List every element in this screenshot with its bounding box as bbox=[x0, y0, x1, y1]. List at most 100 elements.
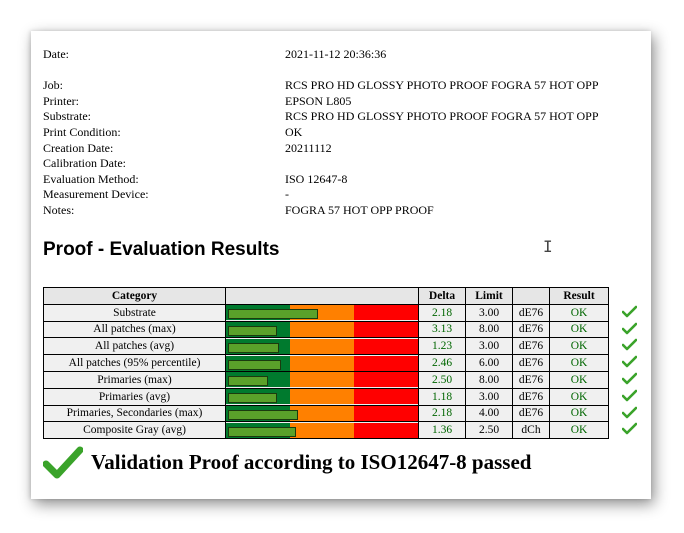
checkmark-icon bbox=[621, 303, 637, 320]
row-limit: 4.00 bbox=[465, 404, 513, 423]
row-category: Primaries, Secondaries (max) bbox=[43, 404, 226, 423]
header-gauge bbox=[225, 287, 419, 305]
table-row: All patches (avg) 1.23 3.00 dE76 OK bbox=[43, 337, 609, 356]
checkmark-icon bbox=[621, 337, 637, 354]
row-category: All patches (avg) bbox=[43, 337, 226, 356]
row-gauge bbox=[225, 303, 419, 322]
checkmark-icon bbox=[621, 353, 637, 370]
validation-verdict: Validation Proof according to ISO12647-8… bbox=[91, 450, 532, 474]
meta-label: Substrate: bbox=[43, 109, 91, 124]
meta-value: RCS PRO HD GLOSSY PHOTO PROOF FOGRA 57 H… bbox=[285, 78, 599, 93]
row-gauge bbox=[225, 387, 419, 406]
table-row: All patches (95% percentile) 2.46 6.00 d… bbox=[43, 354, 609, 372]
meta-label: Creation Date: bbox=[43, 140, 114, 155]
gauge-fill bbox=[228, 426, 296, 437]
meta-label: Print Condition: bbox=[43, 124, 121, 139]
deviation-gauge bbox=[226, 372, 418, 388]
meta-value: ISO 12647-8 bbox=[285, 171, 348, 186]
row-result: OK bbox=[549, 354, 609, 372]
gauge-fill bbox=[228, 409, 298, 420]
table-row: Primaries (avg) 1.18 3.00 dE76 OK bbox=[43, 387, 609, 406]
header-category: Category bbox=[43, 287, 226, 305]
meta-label: Calibration Date: bbox=[43, 156, 126, 171]
meta-label: Printer: bbox=[43, 93, 79, 108]
row-result: OK bbox=[549, 303, 609, 322]
header-unit bbox=[512, 287, 550, 305]
header-result: Result bbox=[549, 287, 609, 305]
row-unit: dE76 bbox=[512, 370, 550, 389]
text-cursor-icon: I bbox=[543, 237, 553, 256]
meta-label: Notes: bbox=[43, 202, 75, 217]
row-unit: dCh bbox=[512, 421, 550, 440]
checkmark-icon bbox=[621, 320, 637, 337]
row-gauge bbox=[225, 421, 419, 440]
row-unit: dE76 bbox=[512, 320, 550, 339]
row-result: OK bbox=[549, 320, 609, 339]
meta-label: Job: bbox=[43, 78, 64, 93]
row-unit: dE76 bbox=[512, 337, 550, 356]
gauge-fill bbox=[228, 342, 279, 353]
deviation-gauge bbox=[226, 338, 418, 354]
gauge-fill bbox=[228, 325, 277, 336]
row-result: OK bbox=[549, 387, 609, 406]
row-gauge bbox=[225, 370, 419, 389]
gauge-fill bbox=[228, 393, 277, 404]
row-gauge bbox=[225, 404, 419, 423]
deviation-gauge bbox=[226, 305, 418, 321]
gauge-fill bbox=[228, 376, 268, 387]
row-unit: dE76 bbox=[512, 404, 550, 423]
table-row: All patches (max) 3.13 8.00 dE76 OK bbox=[43, 320, 609, 339]
row-category: Composite Gray (avg) bbox=[43, 421, 226, 440]
row-delta: 2.46 bbox=[418, 354, 466, 372]
deviation-gauge bbox=[226, 422, 418, 438]
meta-label: Evaluation Method: bbox=[43, 171, 139, 186]
gauge-fill bbox=[228, 309, 318, 320]
meta-value: RCS PRO HD GLOSSY PHOTO PROOF FOGRA 57 H… bbox=[285, 109, 599, 124]
meta-value: FOGRA 57 HOT OPP PROOF bbox=[285, 202, 434, 217]
gauge-fill bbox=[228, 359, 281, 370]
table-row: Composite Gray (avg) 1.36 2.50 dCh OK bbox=[43, 421, 609, 440]
deviation-gauge bbox=[226, 405, 418, 421]
results-table: Category Delta Limit Result Substrate 2.… bbox=[43, 287, 609, 440]
meta-value: OK bbox=[285, 124, 303, 139]
meta-label: Date: bbox=[43, 47, 69, 61]
row-gauge bbox=[225, 320, 419, 339]
row-result: OK bbox=[549, 421, 609, 440]
row-gauge bbox=[225, 337, 419, 356]
section-title: Proof - Evaluation Results bbox=[43, 239, 280, 260]
meta-value: EPSON L805 bbox=[285, 93, 352, 108]
checkmark-icon bbox=[42, 446, 84, 485]
row-limit: 3.00 bbox=[465, 387, 513, 406]
row-checkmarks bbox=[621, 303, 637, 437]
row-result: OK bbox=[549, 337, 609, 356]
report-page: Date: 2021-11-12 20:36:36 Job: RCS PRO HD … bbox=[31, 31, 651, 499]
row-gauge bbox=[225, 354, 419, 372]
deviation-gauge bbox=[226, 355, 418, 371]
row-category: Primaries (max) bbox=[43, 370, 226, 389]
row-category: Primaries (avg) bbox=[43, 387, 226, 406]
row-limit: 6.00 bbox=[465, 354, 513, 372]
header-limit: Limit bbox=[465, 287, 513, 305]
row-delta: 2.18 bbox=[418, 404, 466, 423]
meta-value: 2021-11-12 20:36:36 bbox=[285, 47, 387, 61]
row-limit: 8.00 bbox=[465, 320, 513, 339]
header-delta: Delta bbox=[418, 287, 466, 305]
row-limit: 3.00 bbox=[465, 337, 513, 356]
row-delta: 1.23 bbox=[418, 337, 466, 356]
table-row: Primaries (max) 2.50 8.00 dE76 OK bbox=[43, 370, 609, 389]
row-delta: 2.50 bbox=[418, 370, 466, 389]
row-category: All patches (max) bbox=[43, 320, 226, 339]
row-result: OK bbox=[549, 370, 609, 389]
row-limit: 3.00 bbox=[465, 303, 513, 322]
table-header-row: Category Delta Limit Result bbox=[43, 287, 609, 305]
row-limit: 2.50 bbox=[465, 421, 513, 440]
row-limit: 8.00 bbox=[465, 370, 513, 389]
checkmark-icon bbox=[621, 370, 637, 387]
row-unit: dE76 bbox=[512, 387, 550, 406]
table-row: Substrate 2.18 3.00 dE76 OK bbox=[43, 303, 609, 322]
row-delta: 2.18 bbox=[418, 303, 466, 322]
meta-value: 20211112 bbox=[285, 140, 332, 155]
deviation-gauge bbox=[226, 321, 418, 337]
deviation-gauge bbox=[226, 389, 418, 405]
meta-label: Measurement Device: bbox=[43, 187, 149, 202]
